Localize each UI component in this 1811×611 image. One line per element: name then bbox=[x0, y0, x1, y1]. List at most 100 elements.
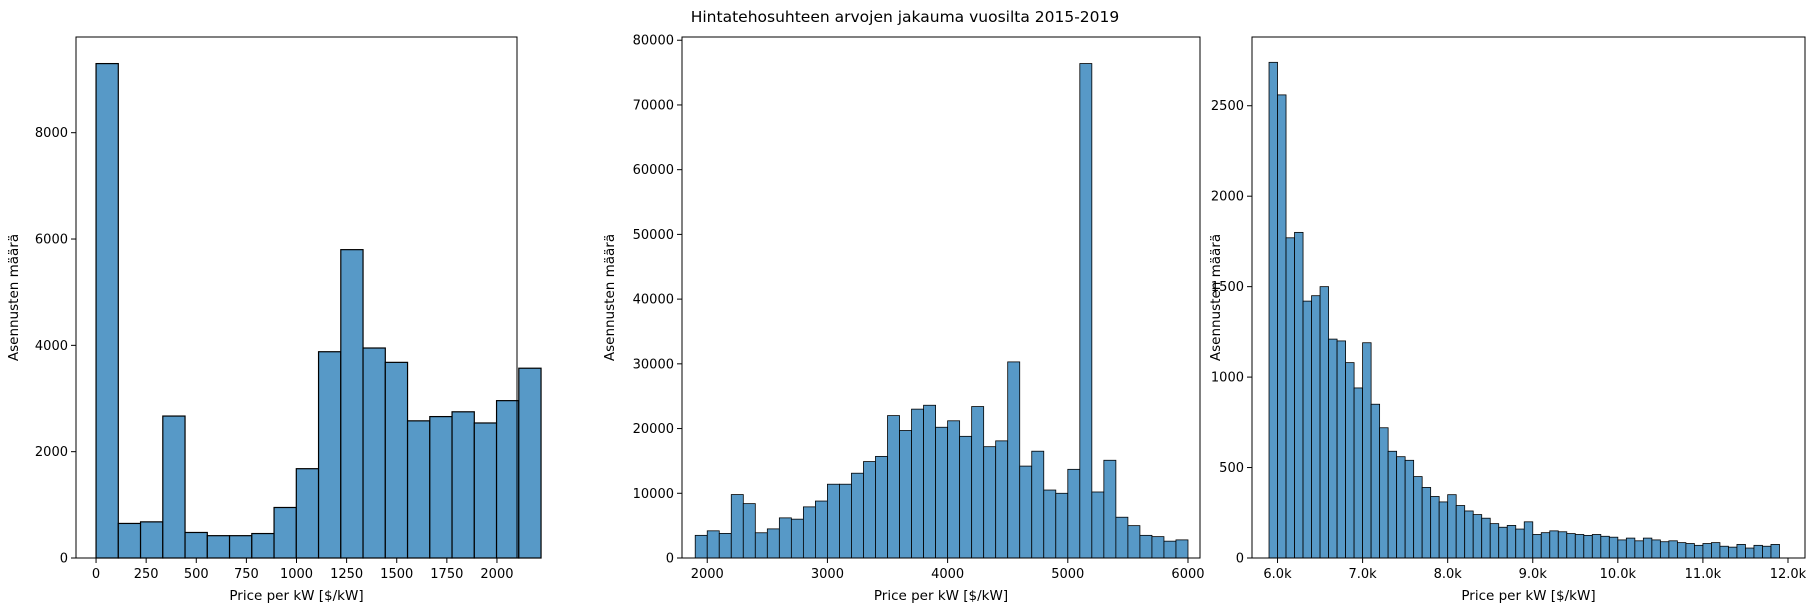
histogram-bar bbox=[1676, 542, 1687, 559]
histogram-bar bbox=[1711, 542, 1721, 559]
y-tick-label: 60000 bbox=[633, 163, 674, 178]
x-tick-label: 9.0k bbox=[1519, 567, 1548, 582]
histogram-bar bbox=[1566, 533, 1576, 559]
y-tick-label: 10000 bbox=[633, 487, 674, 502]
x-tick-label: 0 bbox=[92, 567, 100, 582]
histogram-bar bbox=[1127, 525, 1141, 559]
histogram-bar bbox=[1103, 459, 1117, 559]
y-tick-label: 6000 bbox=[35, 233, 68, 248]
y-tick-label: 40000 bbox=[633, 293, 674, 308]
histogram-bar bbox=[983, 446, 997, 559]
histogram-bar bbox=[1583, 534, 1593, 559]
x-tick-label: 3000 bbox=[811, 567, 844, 582]
histogram-bar bbox=[1694, 544, 1704, 559]
histogram-bar bbox=[1668, 540, 1678, 559]
x-tick-label: 7.0k bbox=[1348, 567, 1377, 582]
histogram-bar bbox=[1268, 61, 1278, 559]
histogram-bar bbox=[1311, 295, 1321, 559]
x-tick-label: 1750 bbox=[430, 567, 463, 582]
histogram-bar bbox=[1549, 530, 1559, 559]
histogram-bar bbox=[1319, 286, 1329, 559]
histogram-bar bbox=[935, 426, 949, 559]
histogram-bar bbox=[1302, 300, 1312, 559]
histogram-bar bbox=[1532, 534, 1542, 559]
histogram-panel-2: 2000 3000 4000 5000 600001000020000300004000… bbox=[602, 34, 1205, 604]
plot-frame bbox=[1251, 36, 1806, 559]
histogram-bar bbox=[971, 406, 985, 559]
histogram-bar bbox=[1498, 526, 1508, 559]
x-tick-label: 2000 bbox=[691, 567, 724, 582]
histogram-bar bbox=[1294, 231, 1304, 559]
histogram-bar bbox=[1413, 476, 1423, 559]
histogram-bar bbox=[1370, 403, 1381, 559]
histogram-bar bbox=[451, 411, 475, 559]
histogram-bar bbox=[754, 532, 768, 559]
histogram-bar bbox=[1736, 544, 1746, 559]
histogram-bar bbox=[1685, 543, 1695, 559]
histogram-bar bbox=[139, 521, 164, 559]
histogram-bar bbox=[1728, 546, 1738, 559]
histogram-bar bbox=[790, 518, 804, 559]
histogram-bar bbox=[1043, 489, 1057, 559]
histogram-bar bbox=[947, 420, 961, 559]
plot-frame bbox=[681, 36, 1201, 559]
histogram-bar bbox=[1481, 517, 1491, 559]
histogram-bar bbox=[1387, 450, 1398, 559]
histogram-bar bbox=[273, 506, 297, 559]
y-tick-label: 1000 bbox=[1211, 371, 1244, 386]
histogram-bar bbox=[827, 483, 840, 559]
histogram-bar bbox=[839, 483, 852, 559]
histogram-bar bbox=[162, 415, 186, 559]
histogram-bar bbox=[911, 408, 924, 559]
histogram-bar bbox=[1651, 539, 1661, 559]
histogram-bar bbox=[1067, 468, 1081, 559]
histogram-bar bbox=[995, 440, 1009, 559]
histogram-panel-1: 0 250 500 750 1000 1250 1500 1750 2000 0 2000 4000 6… bbox=[6, 36, 542, 604]
histogram-bar bbox=[473, 422, 498, 559]
histogram-bar bbox=[1421, 487, 1432, 559]
histogram-bar bbox=[1404, 459, 1415, 559]
x-tick-label: 5000 bbox=[1051, 567, 1084, 582]
x-tick-label: 4000 bbox=[931, 567, 964, 582]
histogram-bar bbox=[718, 533, 732, 559]
y-axis-label: Asennusten määrä bbox=[6, 234, 22, 361]
x-tick-label: 11.0k bbox=[1685, 567, 1722, 582]
y-tick-label: 80000 bbox=[633, 34, 674, 49]
histogram-bar bbox=[1719, 545, 1729, 559]
histogram-bar bbox=[429, 415, 453, 559]
histogram-bar bbox=[295, 468, 320, 559]
histogram-bar bbox=[863, 461, 876, 559]
histogram-bar bbox=[184, 531, 208, 559]
histogram-bar bbox=[1115, 516, 1129, 559]
y-tick-label: 2500 bbox=[1211, 99, 1244, 114]
x-tick-label: 1000 bbox=[280, 567, 313, 582]
x-tick-label: 500 bbox=[184, 567, 209, 582]
histogram-bar bbox=[1277, 94, 1287, 559]
histogram-panel-3: 6.0k 7.0k 8.0k 9.0k 10.0k 11.0k 12.0k 0 500 1000 1… bbox=[1208, 36, 1807, 604]
histogram-bar bbox=[1447, 494, 1457, 559]
histogram-bar bbox=[1055, 492, 1069, 559]
histogram-bar bbox=[730, 494, 744, 559]
histogram-bar bbox=[1745, 547, 1755, 559]
histogram-bar bbox=[1753, 544, 1763, 559]
histogram-bar bbox=[1506, 525, 1517, 559]
histogram-bar bbox=[1523, 521, 1534, 559]
histogram-bar bbox=[875, 455, 888, 559]
histogram-bar bbox=[1702, 543, 1712, 559]
histogram-bar bbox=[1353, 387, 1363, 559]
histogram-bar bbox=[1091, 491, 1105, 559]
histogram-bar bbox=[694, 534, 708, 559]
histogram-bar bbox=[1455, 505, 1466, 559]
histogram-bar bbox=[251, 532, 275, 559]
histogram-bar bbox=[117, 522, 142, 559]
histogram-bar bbox=[959, 435, 973, 559]
y-tick-label: 2000 bbox=[1211, 190, 1244, 205]
histogram-bar bbox=[1489, 523, 1500, 559]
histogram-bar bbox=[495, 400, 520, 559]
histogram-bar bbox=[1464, 510, 1474, 559]
histogram-bar bbox=[317, 351, 342, 559]
x-tick-label: 10.0k bbox=[1600, 567, 1637, 582]
histogram-bar bbox=[1031, 450, 1045, 559]
histogram-bar bbox=[1430, 496, 1440, 559]
